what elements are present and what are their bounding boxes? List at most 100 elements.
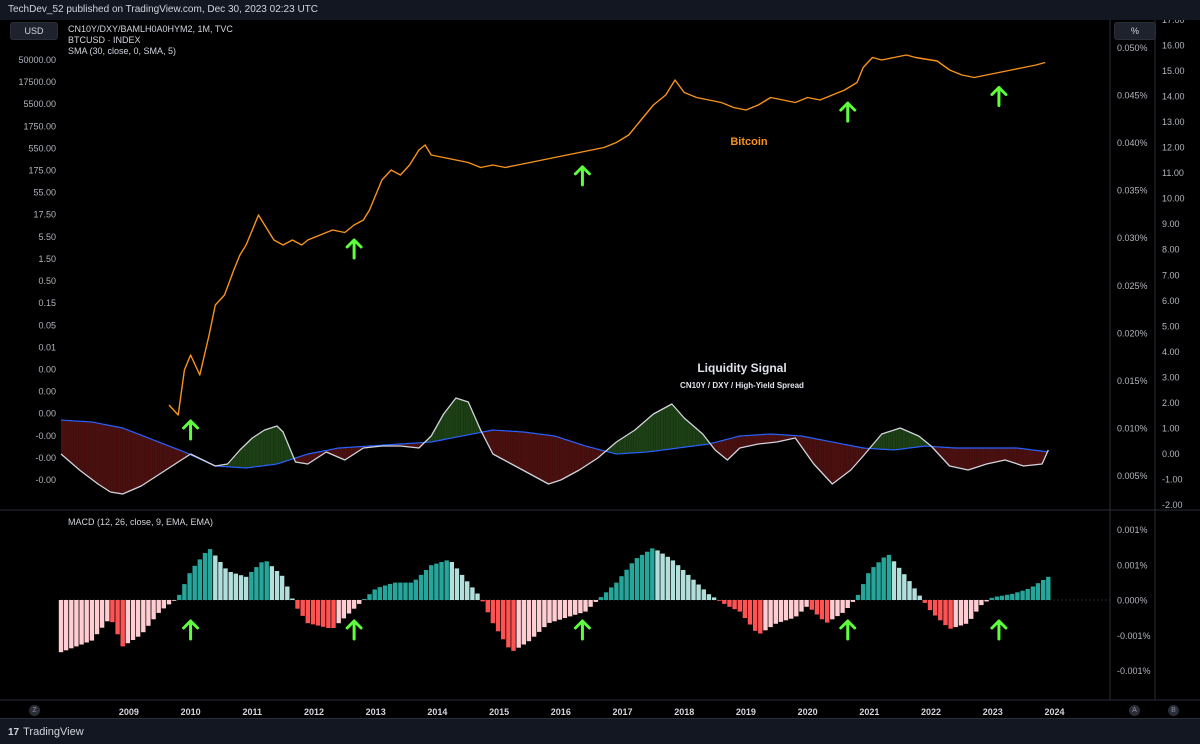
macd-bar[interactable] (130, 600, 136, 640)
macd-bar[interactable] (639, 554, 645, 600)
macd-bar[interactable] (732, 600, 737, 610)
macd-bar[interactable] (223, 568, 228, 600)
macd-bar[interactable] (285, 586, 290, 601)
macd-bar[interactable] (830, 600, 835, 620)
macd-bar[interactable] (742, 600, 748, 618)
macd-bar[interactable] (948, 600, 953, 629)
macd-bar[interactable] (187, 573, 192, 600)
macd-bar[interactable] (763, 600, 768, 631)
macd-bar[interactable] (737, 600, 742, 612)
macd-bar[interactable] (871, 567, 876, 600)
macd-bar[interactable] (979, 600, 984, 606)
zoom-button[interactable]: Z (29, 705, 40, 716)
macd-bar[interactable] (346, 600, 352, 614)
macd-bar[interactable] (799, 600, 804, 612)
macd-bar[interactable] (701, 589, 706, 600)
macd-bar[interactable] (609, 587, 614, 600)
macd-bar[interactable] (552, 600, 557, 622)
macd-bar[interactable] (321, 600, 326, 627)
macd-bar[interactable] (691, 579, 696, 600)
macd-bar[interactable] (670, 560, 676, 600)
macd-bar[interactable] (305, 600, 310, 624)
macd-bar[interactable] (768, 600, 773, 628)
bitcoin-line[interactable] (168, 54, 1046, 416)
macd-bar[interactable] (650, 548, 655, 600)
macd-bar[interactable] (295, 600, 300, 609)
macd-bar[interactable] (218, 562, 223, 600)
auto-scale-button[interactable]: A (1129, 705, 1140, 716)
macd-bar[interactable] (259, 562, 264, 600)
macd-bar[interactable] (598, 597, 604, 600)
macd-bar[interactable] (1030, 586, 1036, 601)
macd-bar[interactable] (933, 600, 938, 616)
macd-bar[interactable] (135, 600, 141, 637)
macd-bar[interactable] (377, 587, 382, 600)
macd-bar[interactable] (454, 568, 460, 600)
macd-bar[interactable] (912, 588, 917, 600)
macd-bar[interactable] (840, 600, 845, 613)
macd-bar[interactable] (444, 560, 449, 600)
macd-bar[interactable] (999, 595, 1005, 600)
macd-bar[interactable] (969, 600, 974, 619)
macd-bar[interactable] (326, 600, 331, 628)
macd-bar[interactable] (151, 600, 156, 620)
macd-bar[interactable] (94, 600, 100, 635)
macd-bar[interactable] (279, 575, 285, 600)
macd-bar[interactable] (269, 566, 274, 600)
macd-bar[interactable] (331, 600, 336, 628)
macd-bar[interactable] (845, 600, 850, 608)
legend-btc[interactable]: BTCUSD · INDEX (68, 35, 141, 45)
macd-bar[interactable] (984, 600, 989, 602)
macd-bar[interactable] (161, 600, 166, 609)
macd-bar[interactable] (583, 600, 588, 612)
macd-bar[interactable] (84, 600, 89, 643)
macd-bar[interactable] (696, 584, 701, 601)
macd-bar[interactable] (773, 600, 778, 624)
log-scale-button[interactable]: B (1168, 705, 1179, 716)
macd-bar[interactable] (315, 600, 321, 626)
macd-bar[interactable] (1005, 594, 1010, 600)
macd-bar[interactable] (249, 572, 254, 600)
macd-bar[interactable] (624, 569, 629, 600)
macd-bar[interactable] (387, 583, 393, 600)
macd-bar[interactable] (274, 571, 280, 600)
macd-bar[interactable] (958, 600, 964, 626)
legend-sma[interactable]: SMA (30, close, 0, SMA, 5) (68, 46, 177, 56)
macd-bar[interactable] (974, 600, 979, 612)
macd-bar[interactable] (418, 574, 424, 600)
macd-bar[interactable] (562, 600, 568, 618)
macd-bar[interactable] (166, 600, 172, 605)
macd-bar[interactable] (758, 600, 763, 634)
macd-bar[interactable] (264, 561, 269, 600)
macd-bar[interactable] (408, 582, 413, 600)
macd-bar[interactable] (398, 582, 403, 600)
macd-bar[interactable] (660, 553, 665, 600)
macd-bar[interactable] (465, 581, 470, 600)
macd-bar[interactable] (645, 551, 650, 600)
macd-bar[interactable] (439, 562, 444, 600)
macd-bar[interactable] (614, 582, 619, 600)
macd-bar[interactable] (449, 562, 454, 600)
macd-bar[interactable] (63, 600, 69, 651)
macd-bar[interactable] (495, 600, 501, 632)
macd-bar[interactable] (213, 555, 218, 601)
macd-bar[interactable] (74, 600, 79, 647)
macd-bar[interactable] (110, 600, 115, 623)
macd-bar[interactable] (531, 600, 537, 637)
macd-bar[interactable] (706, 594, 712, 600)
macd-bar[interactable] (233, 573, 238, 600)
macd-bar[interactable] (665, 556, 670, 600)
macd-bar[interactable] (593, 600, 598, 602)
macd-bar[interactable] (367, 594, 372, 600)
macd-bar[interactable] (146, 600, 151, 626)
macd-bar[interactable] (69, 600, 74, 649)
macd-bar[interactable] (89, 600, 95, 641)
macd-bar[interactable] (125, 600, 130, 644)
macd-bar[interactable] (835, 600, 840, 617)
chart-canvas[interactable]: 50000.00 17500.00 5500.00 1750.00 550.00 175.… (0, 20, 1200, 718)
macd-bar[interactable] (753, 600, 758, 631)
macd-bar[interactable] (943, 600, 948, 626)
macd-bar[interactable] (403, 582, 408, 600)
macd-bar[interactable] (79, 600, 84, 645)
macd-bar[interactable] (357, 600, 362, 604)
